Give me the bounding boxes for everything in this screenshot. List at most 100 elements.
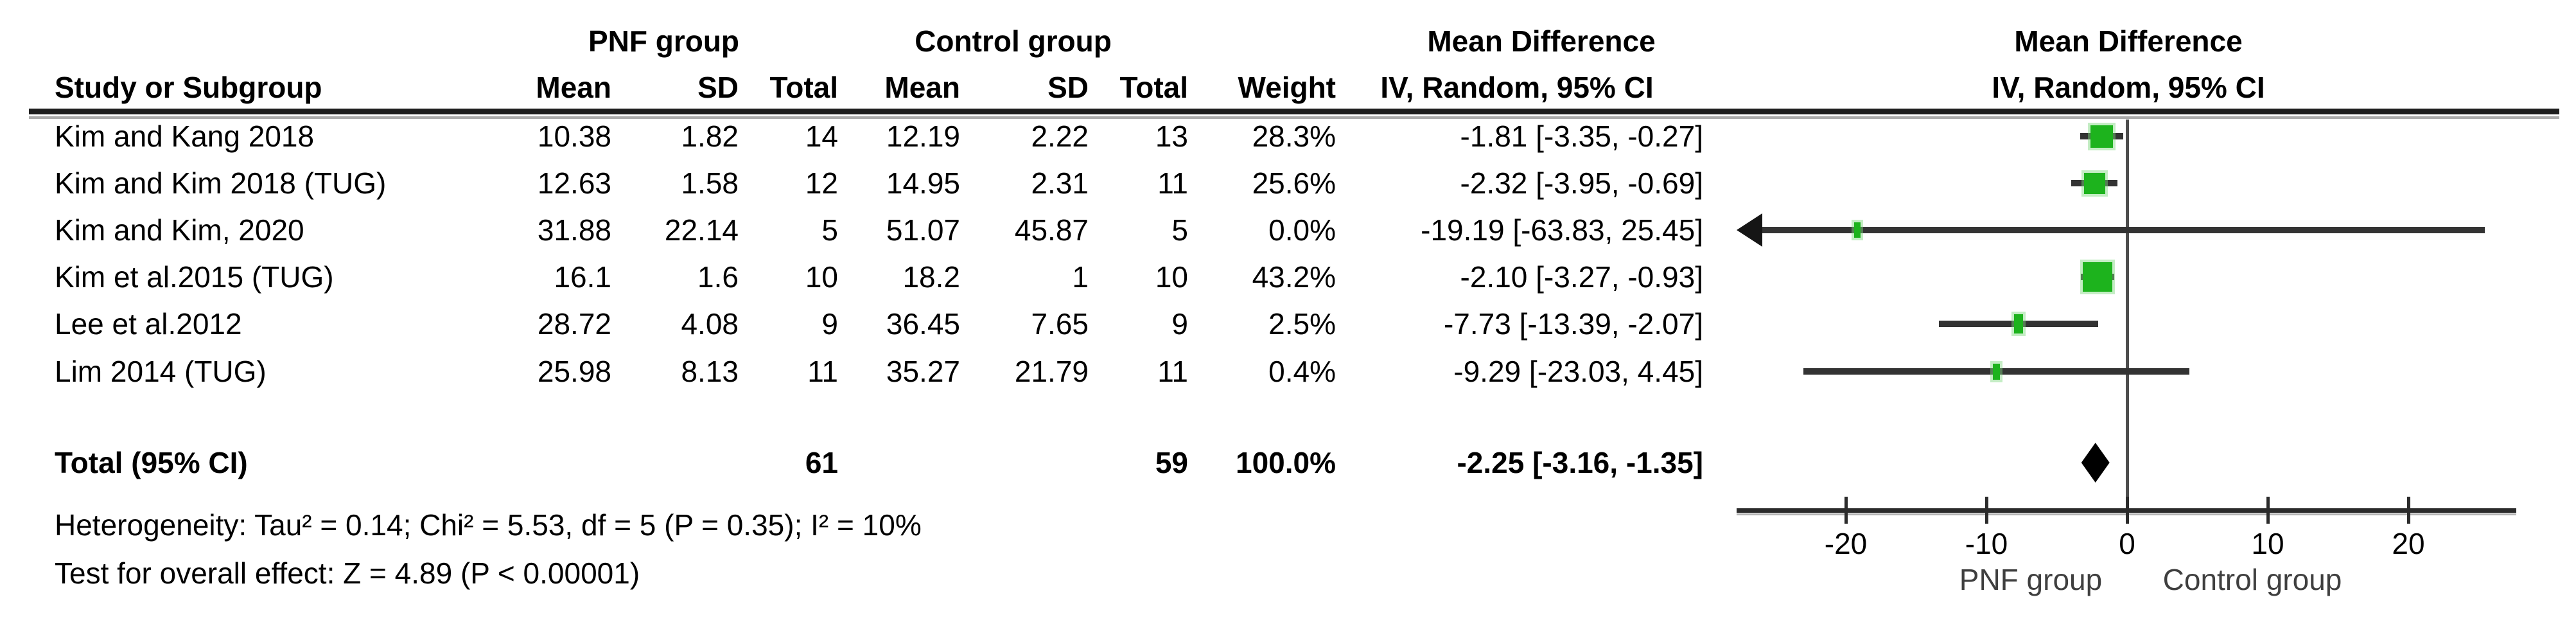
cell-ci: -2.32 [-3.95, -0.69] (1460, 166, 1703, 200)
cell-pnf-total: 5 (821, 213, 838, 247)
cell-study-name: Lim 2014 (TUG) (55, 355, 267, 388)
ci-line (1742, 227, 2485, 233)
cell-pnf-mean: 16.1 (554, 260, 611, 294)
effect-square (2083, 172, 2105, 194)
axis-tick (2126, 497, 2129, 524)
axis-tick (1985, 497, 1988, 524)
cell-study-name: Kim et al.2015 (TUG) (55, 260, 334, 294)
header-separator-rule-shadow (29, 116, 2559, 119)
axis-tick-label: -20 (1824, 527, 1868, 560)
cell-control-sd: 2.22 (1031, 120, 1089, 153)
cell-control-mean: 35.27 (886, 355, 960, 388)
cell-pnf-sd: 1.82 (681, 120, 739, 153)
study-row: Kim and Kang 2018 10.38 1.82 14 12.19 2.… (0, 112, 2576, 160)
cell-control-sd: 7.65 (1031, 307, 1089, 341)
cell-control-mean: 14.95 (886, 166, 960, 200)
cell-ci: -2.10 [-3.27, -0.93] (1460, 260, 1703, 294)
header-control-total: Total (1119, 71, 1188, 104)
header-control-mean: Mean (884, 71, 960, 104)
cell-control-total: 5 (1171, 213, 1188, 247)
header-pnf-group: PNF group (588, 24, 740, 58)
cell-control-total: 10 (1155, 260, 1188, 294)
cell-weight: 28.3% (1252, 120, 1336, 153)
effect-square (2013, 314, 2023, 333)
cell-total-pnf-n: 61 (805, 446, 838, 479)
total-row: Total (95% CI) 61 59 100.0% -2.25 [-3.16… (0, 439, 2576, 486)
cell-pnf-sd: 22.14 (664, 213, 739, 247)
overall-effect-text: Test for overall effect: Z = 4.89 (P < 0… (55, 556, 640, 590)
cell-total-label: Total (95% CI) (55, 446, 248, 479)
study-row: Kim and Kim 2018 (TUG) 12.63 1.58 12 14.… (0, 159, 2576, 207)
effect-square (1853, 222, 1861, 238)
cell-control-total: 11 (1157, 355, 1188, 388)
cell-study-name: Kim and Kim 2018 (TUG) (55, 166, 387, 200)
header-pnf-sd: SD (697, 71, 739, 104)
cell-control-mean: 12.19 (886, 120, 960, 153)
cell-weight: 2.5% (1268, 307, 1336, 341)
cell-pnf-mean: 10.38 (537, 120, 611, 153)
axis-tick-label: 0 (2119, 527, 2135, 560)
header-study-or-subgroup: Study or Subgroup (55, 71, 322, 104)
effect-square (2090, 125, 2113, 148)
cell-pnf-total: 11 (807, 355, 838, 388)
cell-total-weight: 100.0% (1235, 446, 1336, 479)
cell-weight: 0.4% (1268, 355, 1336, 388)
axis-tick (2266, 497, 2270, 524)
axis-tick-label: -10 (1965, 527, 2008, 560)
cell-pnf-mean: 12.63 (537, 166, 611, 200)
header-method-plot: IV, Random, 95% CI (1992, 71, 2265, 104)
cell-control-total: 11 (1157, 166, 1188, 200)
effect-square (1993, 363, 2001, 380)
cell-control-total: 13 (1155, 120, 1188, 153)
cell-control-total: 9 (1171, 307, 1188, 341)
cell-study-name: Kim and Kim, 2020 (55, 213, 304, 247)
cell-pnf-mean: 31.88 (537, 213, 611, 247)
cell-ci: -7.73 [-13.39, -2.07] (1443, 307, 1703, 341)
cell-pnf-total: 12 (805, 166, 838, 200)
axis-tick-label: 10 (2251, 527, 2284, 560)
cell-weight: 25.6% (1252, 166, 1336, 200)
axis-label-favours-pnf: PNF group (1959, 563, 2103, 596)
cell-control-sd: 1 (1072, 260, 1089, 294)
cell-weight: 0.0% (1268, 213, 1336, 247)
cell-pnf-total: 9 (821, 307, 838, 341)
study-row: Kim et al.2015 (TUG) 16.1 1.6 10 18.2 1 … (0, 253, 2576, 301)
header-mean-difference-plot: Mean Difference (2014, 24, 2243, 58)
header-pnf-mean: Mean (536, 71, 611, 104)
header-weight: Weight (1238, 71, 1336, 104)
cell-control-sd: 2.31 (1031, 166, 1089, 200)
cell-ci: -1.81 [-3.35, -0.27] (1460, 120, 1703, 153)
cell-pnf-mean: 28.72 (537, 307, 611, 341)
heterogeneity-text: Heterogeneity: Tau² = 0.14; Chi² = 5.53,… (55, 508, 922, 542)
cell-pnf-sd: 8.13 (681, 355, 739, 388)
cell-control-mean: 51.07 (886, 213, 960, 247)
header-method-text: IV, Random, 95% CI (1380, 71, 1654, 104)
arrow-left-icon (1737, 213, 1762, 247)
cell-study-name: Lee et al.2012 (55, 307, 242, 341)
study-row: Kim and Kim, 2020 31.88 22.14 5 51.07 45… (0, 206, 2576, 254)
cell-ci: -19.19 [-63.83, 25.45] (1421, 213, 1703, 247)
cell-pnf-sd: 4.08 (681, 307, 739, 341)
cell-pnf-total: 14 (805, 120, 838, 153)
header-separator-rule (29, 109, 2559, 114)
header-mean-difference-text: Mean Difference (1427, 24, 1656, 58)
cell-pnf-sd: 1.58 (681, 166, 739, 200)
effect-square (2083, 262, 2112, 292)
cell-control-mean: 36.45 (886, 307, 960, 341)
axis-label-favours-control: Control group (2162, 563, 2342, 596)
axis-tick (2407, 497, 2410, 524)
cell-weight: 43.2% (1252, 260, 1336, 294)
cell-pnf-total: 10 (805, 260, 838, 294)
study-row: Lee et al.2012 28.72 4.08 9 36.45 7.65 9… (0, 300, 2576, 348)
cell-control-sd: 21.79 (1014, 355, 1089, 388)
axis-tick-label: 20 (2392, 527, 2425, 560)
study-row: Lim 2014 (TUG) 25.98 8.13 11 35.27 21.79… (0, 348, 2576, 395)
cell-control-mean: 18.2 (902, 260, 960, 294)
cell-total-ci: -2.25 [-3.16, -1.35] (1457, 446, 1703, 479)
cell-control-sd: 45.87 (1014, 213, 1089, 247)
cell-pnf-mean: 25.98 (537, 355, 611, 388)
header-control-sd: SD (1047, 71, 1089, 104)
cell-study-name: Kim and Kang 2018 (55, 120, 315, 153)
header-control-group: Control group (915, 24, 1112, 58)
